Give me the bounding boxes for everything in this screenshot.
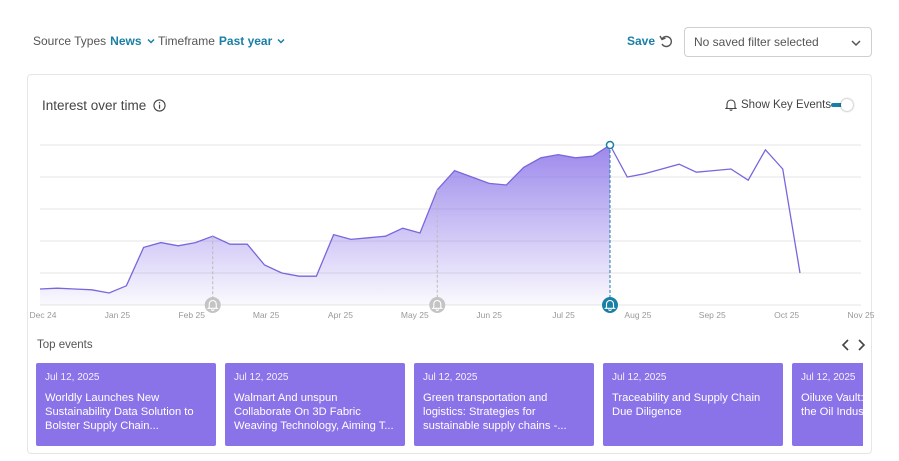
chevron-left-icon[interactable] [840,338,852,352]
x-tick-label: Jul 25 [552,310,575,320]
source-types-label: Source Types [33,34,107,48]
info-icon[interactable] [153,99,166,112]
highlighted-point [605,140,615,150]
show-key-events-label: Show Key Events [741,98,832,111]
event-title: Traceability and Supply Chain Due Dilige… [612,392,761,418]
event-title: Walmart And unspun Collaborate On 3D Fab… [234,392,394,432]
event-date: Jul 12, 2025 [612,372,667,383]
toggle-knob [841,99,853,111]
saved-filter-select[interactable]: No saved filter selected [684,27,872,57]
timeframe-filter[interactable]: Timeframe Past year [158,34,286,48]
top-events-label: Top events [37,339,93,351]
x-tick-label: Apr 25 [328,310,353,320]
show-key-events: Show Key Events [725,98,831,111]
x-tick-label: Feb 25 [178,310,205,320]
key-event-marker[interactable] [602,297,618,313]
key-event-marker[interactable] [429,297,446,313]
event-date: Jul 12, 2025 [423,372,478,383]
x-tick-label: Nov 25 [848,310,875,320]
chart-series-line [39,144,801,294]
source-types-filter[interactable]: Source Types News [33,34,156,48]
timeframe-value: Past year [218,34,273,48]
x-tick-label: May 25 [401,310,429,320]
card-title: Interest over time [42,98,166,113]
event-title: Oiluxe Vault: Blockchain Tech the Oil In… [801,392,863,418]
bell-icon [431,299,444,311]
x-tick-label: Mar 25 [253,310,280,320]
source-types-value: News [110,34,142,48]
filter-bar: Source Types News Timeframe Past year Sa… [0,0,899,70]
key-events-toggle[interactable] [831,99,853,111]
chevron-down-icon [851,40,861,47]
x-tick-label: Oct 25 [774,310,799,320]
undo-icon[interactable] [658,33,674,49]
x-tick-label: Jan 25 [105,310,131,320]
event-date: Jul 12, 2025 [45,372,100,383]
interest-chart: Dec 24 Jan 25 Feb 25 Mar 25 Apr 25 May 25 Jun … [30,140,875,320]
event-card[interactable]: Jul 12, 2025 Traceability and Supply Chai… [603,363,783,446]
x-tick-label: Sep 25 [699,310,726,320]
event-date: Jul 12, 2025 [234,372,289,383]
chevron-right-icon[interactable] [855,338,867,352]
timeframe-label: Timeframe [158,34,215,48]
bell-icon [603,299,617,311]
saved-filter-value: No saved filter selected [694,35,819,49]
event-card[interactable]: Jul 12, 2025 Walmart And unspun Collabora… [225,363,405,446]
event-card[interactable]: Jul 12, 2025 Worldly Launches New Sustain… [36,363,216,446]
key-event-marker[interactable] [204,297,221,313]
bell-icon [725,99,737,111]
event-card[interactable]: Jul 12, 2025 Oiluxe Vault: Blockchain Tec… [792,363,863,446]
event-card[interactable]: Jul 12, 2025 Green transportation and log… [414,363,594,446]
x-tick-label: Aug 25 [624,310,651,320]
card-title-text: Interest over time [42,98,147,113]
save-button[interactable]: Save [627,34,656,48]
chart-area [40,145,610,305]
chevron-down-icon [146,38,155,44]
x-tick-label: Dec 24 [30,310,57,320]
event-date: Jul 12, 2025 [801,372,856,383]
interest-over-time-card: Interest over time Show Key Events Dec 2… [27,74,875,454]
x-tick-label: Jun 25 [476,310,502,320]
event-title: Green transportation and logistics: Stra… [423,392,567,432]
event-title: Worldly Launches New Sustainability Data… [45,392,194,432]
events-strip: Jul 12, 2025 Worldly Launches New Sustain… [36,363,863,447]
bell-icon [206,299,219,311]
chevron-down-icon [277,38,285,44]
